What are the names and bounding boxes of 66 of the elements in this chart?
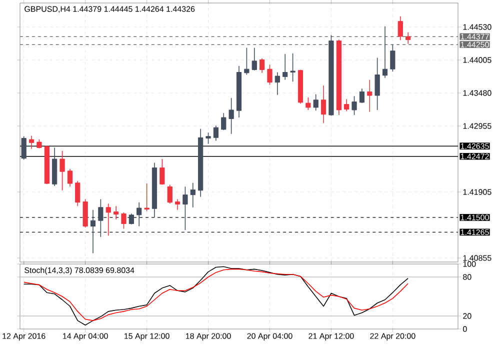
candlestick bbox=[274, 72, 280, 96]
ref-line-label: 1.42635 bbox=[460, 143, 489, 149]
x-tick-label: 12 Apr 2016 bbox=[2, 333, 46, 340]
x-tick-label: 15 Apr 12:00 bbox=[124, 333, 170, 340]
candlestick bbox=[190, 182, 196, 208]
ref-line-label: 1.41265 bbox=[460, 229, 489, 236]
candlestick bbox=[352, 96, 357, 116]
candlestick bbox=[390, 44, 396, 72]
candlestick bbox=[136, 202, 142, 227]
candlestick bbox=[160, 158, 165, 186]
candlestick bbox=[306, 96, 311, 110]
candlestick bbox=[60, 150, 65, 191]
candlestick bbox=[244, 47, 250, 76]
ref-line-label: 1.44377 bbox=[460, 34, 489, 40]
x-tick-label: 22 Apr 20:00 bbox=[370, 333, 416, 340]
candlestick bbox=[67, 168, 73, 188]
candlestick bbox=[282, 54, 288, 80]
chart-title: GBPUSD,H4 1.44379 1.44445 1.44264 1.44326 bbox=[24, 6, 195, 13]
candlestick bbox=[290, 53, 296, 82]
ref-line-label: 1.41500 bbox=[460, 214, 489, 220]
candlestick bbox=[106, 203, 111, 236]
candlestick bbox=[21, 136, 26, 160]
x-tick-label: 21 Apr 12:00 bbox=[308, 333, 354, 340]
candlestick bbox=[182, 186, 188, 230]
y-tick-label: 1.41905 bbox=[463, 189, 492, 195]
candlestick bbox=[313, 94, 318, 111]
candlestick bbox=[359, 88, 365, 104]
x-tick-label: 18 Apr 20:00 bbox=[186, 333, 231, 340]
y-tick-label: 80 bbox=[463, 274, 472, 280]
ref-line-label: 1.44250 bbox=[460, 42, 489, 48]
candlestick bbox=[128, 213, 134, 225]
y-tick-label: 1.44005 bbox=[463, 57, 492, 63]
candlestick bbox=[398, 16, 403, 41]
y-tick-label: 100 bbox=[463, 261, 476, 267]
candlestick bbox=[167, 184, 172, 204]
y-tick-label: 0 bbox=[463, 326, 467, 332]
candlestick bbox=[367, 79, 372, 112]
candlestick bbox=[382, 26, 388, 78]
candlestick bbox=[144, 183, 150, 212]
candlestick bbox=[320, 85, 326, 124]
y-tick-label: 1.43480 bbox=[463, 90, 492, 96]
candlestick bbox=[260, 58, 265, 74]
candlestick bbox=[221, 112, 226, 130]
candlestick bbox=[28, 135, 34, 150]
x-tick-label: 14 Apr 04:00 bbox=[63, 333, 108, 340]
candlestick bbox=[252, 47, 257, 71]
x-tick-label: 20 Apr 04:00 bbox=[247, 333, 292, 340]
candlestick bbox=[174, 198, 180, 210]
candlestick bbox=[90, 210, 96, 254]
y-tick-label: 1.44530 bbox=[463, 24, 492, 30]
candlestick bbox=[374, 57, 380, 110]
candlestick bbox=[75, 180, 80, 207]
ref-line-label: 1.42472 bbox=[460, 154, 489, 160]
candlestick bbox=[267, 64, 272, 86]
chart-title: Stoch(14,3,3) 78.0839 69.8034 bbox=[24, 267, 134, 275]
candlestick bbox=[98, 198, 104, 238]
candlestick bbox=[121, 212, 126, 230]
y-tick-label: 1.40855 bbox=[463, 255, 492, 261]
candlestick bbox=[228, 98, 234, 134]
y-tick-label: 1.42955 bbox=[463, 123, 492, 129]
candlestick bbox=[206, 132, 211, 144]
candlestick bbox=[114, 206, 119, 220]
y-tick-label: 20 bbox=[463, 313, 472, 319]
candlestick bbox=[344, 98, 350, 112]
candlestick bbox=[406, 32, 411, 44]
candlestick bbox=[213, 125, 219, 142]
